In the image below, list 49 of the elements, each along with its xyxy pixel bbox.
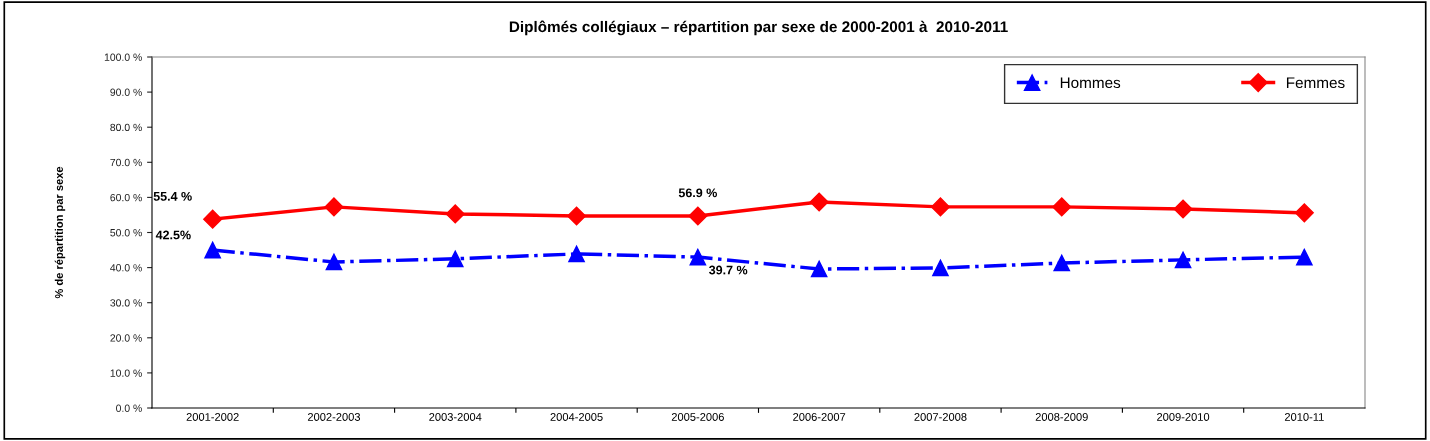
point [930, 197, 950, 217]
y-tick-label: 60.0 % [110, 193, 142, 202]
point [809, 192, 829, 212]
point [445, 204, 465, 224]
point [204, 241, 221, 259]
x-tick-label: 2005-2006 [671, 413, 724, 421]
annotation: 56.9 % [678, 188, 717, 198]
point [689, 248, 707, 266]
point [1174, 251, 1192, 269]
x-tick-label: 2009-2010 [1157, 413, 1210, 421]
x-tick-label: 2001-2002 [186, 413, 239, 421]
x-tick-label: 2007-2008 [914, 413, 967, 421]
x-tick-label: 2003-2004 [429, 413, 482, 421]
y-tick-label: 0.0 % [116, 404, 142, 412]
y-tick-label: 30.0 % [110, 299, 142, 307]
y-tick-label: 90.0 % [110, 88, 142, 96]
y-tick-label: 70.0 % [110, 158, 142, 167]
x-tick-label: 2010-11 [1284, 413, 1324, 421]
annotation: 39.7 % [709, 265, 748, 275]
point [568, 245, 585, 263]
point [446, 250, 464, 268]
x-tick-label: 2002-2003 [307, 413, 361, 421]
legend-label: Hommes [1060, 77, 1121, 89]
chart-title: Diplômés collégiaux – répartition par sexe de 2000-2001 à 2010-2011 [509, 20, 1008, 36]
point [1052, 197, 1072, 217]
y-tick-label: 40.0 % [110, 264, 142, 272]
point [203, 209, 223, 229]
point [1296, 248, 1313, 266]
y-tick-label: 20.0 % [110, 334, 142, 342]
annotation: 55.4 % [153, 191, 192, 201]
point [1053, 254, 1071, 272]
point [810, 260, 828, 278]
point [324, 197, 344, 217]
x-tick-label: 2008-2009 [1035, 413, 1088, 421]
point [932, 259, 949, 277]
point [567, 206, 587, 226]
x-tick-label: 2004-2005 [550, 413, 603, 421]
legend-label: Femmes [1286, 77, 1345, 89]
point [688, 206, 708, 226]
point [325, 253, 343, 271]
y-tick-label: 80.0 % [110, 123, 142, 132]
y-tick-label: 100.0 % [104, 53, 142, 61]
point [1294, 203, 1314, 223]
y-tick-label: 10.0 % [110, 369, 142, 377]
y-tick-label: 50.0 % [110, 229, 142, 237]
y-axis-title: % de répartition par sexe [54, 166, 66, 299]
x-tick-label: 2006-2007 [793, 413, 846, 421]
point [1173, 199, 1193, 219]
annotation: 42.5% [155, 230, 191, 240]
